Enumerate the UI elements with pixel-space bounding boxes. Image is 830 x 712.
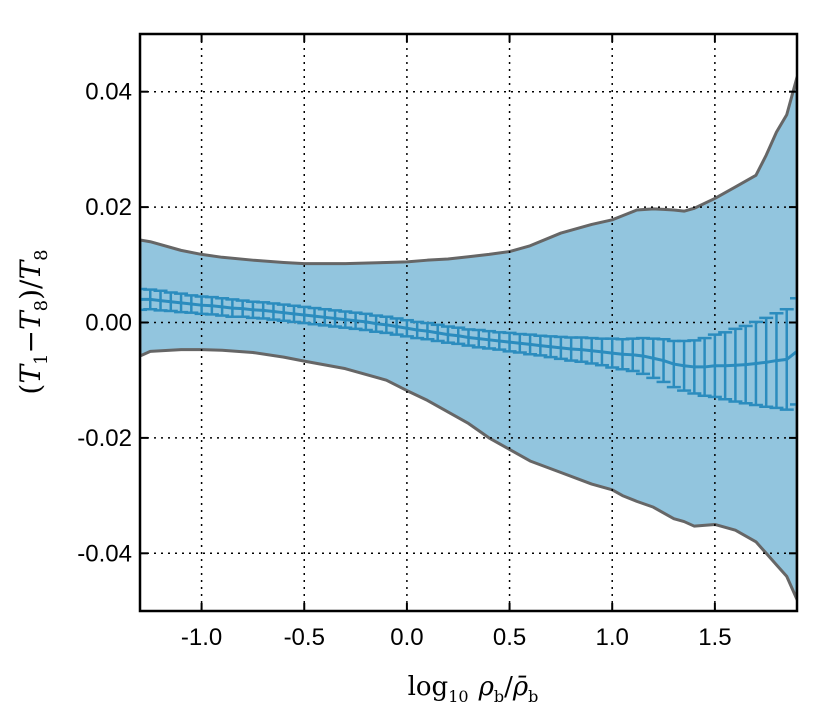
y-tick-label: 0.02	[85, 194, 132, 221]
x-axis-label: log10 ρb/ρ̄b	[408, 672, 539, 706]
x-tick-label: -0.5	[284, 624, 325, 651]
x-axis-ticks: -1.0 -0.5 0.0 0.5 1.0 1.5	[181, 34, 732, 651]
x-tick-label: 0.0	[390, 624, 423, 651]
x-tick-label: -1.0	[181, 624, 222, 651]
mean-line	[140, 297, 797, 369]
error-bar	[790, 297, 797, 406]
x-tick-label: 0.5	[493, 624, 526, 651]
y-tick-label: -0.04	[77, 540, 132, 567]
y-axis-label: (T1−T8)/T8	[14, 249, 52, 394]
y-tick-label: -0.02	[77, 425, 132, 452]
y-tick-label: 0.04	[85, 79, 132, 106]
y-tick-label: 0.00	[85, 310, 132, 337]
y-axis-ticks: -0.04 -0.02 0.00 0.02 0.04	[77, 79, 797, 567]
x-tick-label: 1.0	[596, 624, 629, 651]
x-tick-label: 1.5	[698, 624, 731, 651]
plot-area	[140, 34, 797, 611]
